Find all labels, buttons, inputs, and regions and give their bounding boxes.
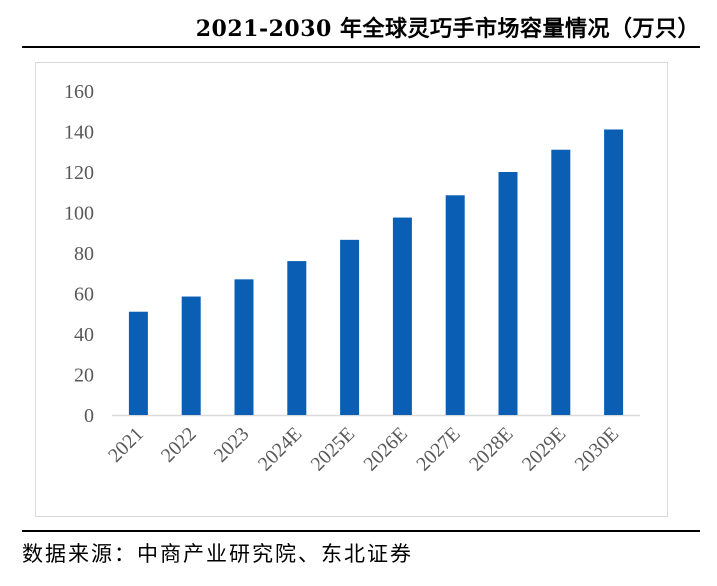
y-tick-label: 20 [74, 365, 94, 387]
bar-2029E [551, 149, 571, 415]
x-tick-label: 2021 [104, 423, 148, 467]
bottom-rule [22, 530, 700, 532]
y-tick-label: 140 [64, 122, 94, 144]
x-tick-label: 2024E [254, 423, 306, 475]
x-tick-label: 2029E [518, 423, 570, 475]
bar-2030E [604, 129, 624, 415]
y-tick-label: 40 [74, 324, 94, 346]
y-tick-label: 100 [64, 203, 94, 225]
bar-2021 [128, 311, 148, 415]
bar-2022 [181, 296, 201, 415]
y-axis-ticks: 0 20 40 60 80 100 120 140 160 [64, 81, 94, 427]
y-tick-label: 0 [84, 405, 94, 427]
x-tick-label: 2025E [307, 423, 359, 475]
y-tick-label: 80 [74, 243, 94, 265]
top-rule [22, 46, 700, 48]
x-tick-label: 2026E [359, 423, 411, 475]
bar-2023 [234, 279, 254, 415]
x-tick-label: 2030E [571, 423, 623, 475]
bar-series [128, 129, 624, 415]
x-axis-labels: 2021 2022 2023 2024E 2025E 2026E 2027E 2028E 202… [104, 423, 623, 475]
x-tick-label: 2027E [412, 423, 464, 475]
bar-2027E [445, 195, 465, 415]
chart-frame [35, 62, 668, 517]
bar-2025E [340, 239, 360, 415]
source-note: 数据来源：中商产业研究院、东北证券 [22, 542, 413, 566]
bar-2024E [287, 261, 307, 415]
y-tick-label: 60 [74, 284, 94, 306]
bar-2028E [498, 172, 518, 415]
x-tick-label: 2028E [465, 423, 517, 475]
bar-2026E [392, 217, 412, 415]
chart-title: 2021-2030 年全球灵巧手市场容量情况（万只） [195, 16, 700, 42]
y-tick-label: 120 [64, 162, 94, 184]
x-tick-label: 2022 [157, 423, 201, 467]
x-tick-label: 2023 [210, 423, 254, 467]
y-tick-label: 160 [64, 81, 94, 103]
